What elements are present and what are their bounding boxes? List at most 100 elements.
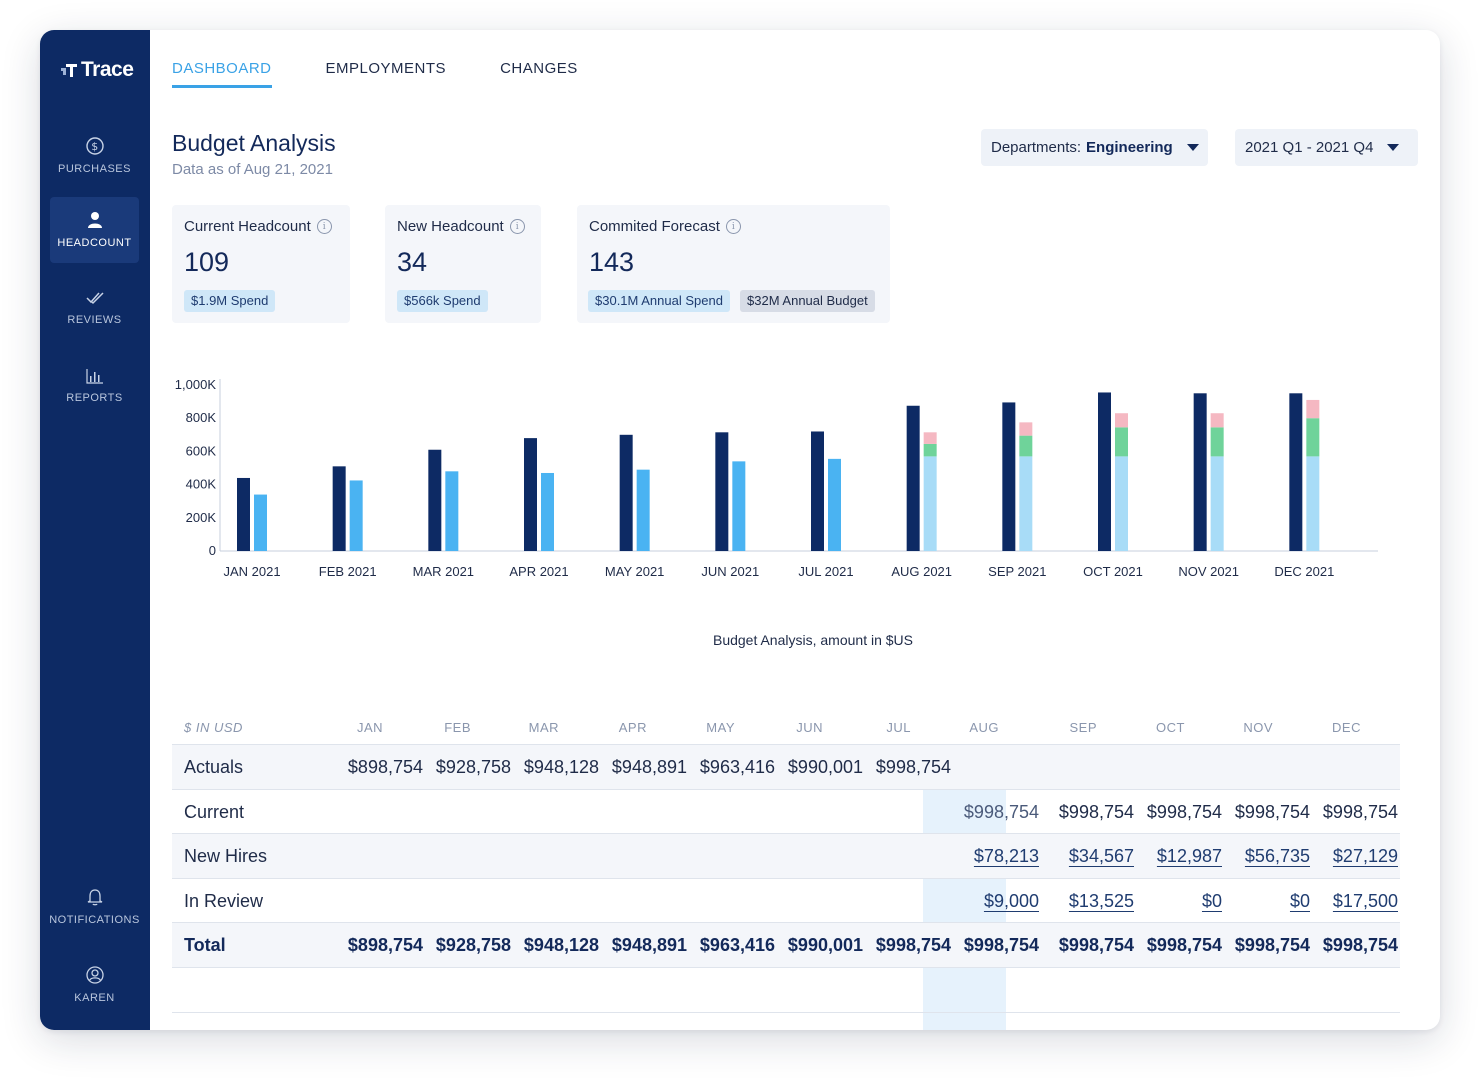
y-tick-label: 800K <box>186 410 217 425</box>
info-icon[interactable]: i <box>725 219 741 234</box>
sidebar-item-label: REVIEWS <box>67 314 122 326</box>
budget-bar <box>1289 393 1303 551</box>
actuals-bar <box>349 480 363 551</box>
tab-changes[interactable]: CHANGES <box>500 60 578 77</box>
user-circle-icon <box>85 966 104 984</box>
table-divider <box>172 1012 1400 1013</box>
page-subtitle: Data as of Aug 21, 2021 <box>172 161 333 178</box>
current-bar <box>1115 456 1128 551</box>
current-bar <box>1210 456 1224 551</box>
page-title: Budget Analysis <box>172 130 336 156</box>
department-dropdown[interactable]: Departments: Engineering <box>981 129 1208 166</box>
amount-cell: $928,758 <box>435 935 511 955</box>
amount-link[interactable]: $27,129 <box>1332 846 1398 866</box>
tab-dashboard[interactable]: DASHBOARD <box>172 60 272 88</box>
in-review-bar <box>1115 413 1128 428</box>
unit-label: $ IN USD <box>184 720 243 735</box>
amount-cell: $998,754 <box>1234 801 1310 822</box>
department-prefix: Departments: <box>991 139 1082 156</box>
amount-link[interactable]: $78,213 <box>973 846 1039 866</box>
sidebar-item-headcount[interactable]: HEADCOUNT <box>50 197 139 263</box>
x-tick-label: JUL 2021 <box>798 564 853 579</box>
actuals-bar <box>445 471 459 551</box>
sidebar-item-profile[interactable]: KAREN <box>50 952 139 1018</box>
actuals-bar <box>828 458 841 551</box>
column-header: DEC <box>1332 720 1361 735</box>
amount-cell: $998,754 <box>875 757 951 777</box>
table-row: Current $998,754 $998,754 $998,754 $998,754 $… <box>172 788 1400 834</box>
sidebar-item-label: NOTIFICATIONS <box>49 914 140 926</box>
amount-link[interactable]: $17,500 <box>1332 890 1398 911</box>
kpi-value: 109 <box>184 247 230 277</box>
sidebar-item-reports[interactable]: REPORTS <box>50 353 139 419</box>
amount-link[interactable]: $34,567 <box>1068 846 1134 866</box>
in-review-bar <box>1306 399 1320 419</box>
column-header: OCT <box>1156 720 1185 735</box>
budget-bar <box>1098 392 1111 551</box>
y-tick-label: 1,000K <box>175 377 217 392</box>
amount-cell: $948,891 <box>611 757 687 777</box>
row-label: Current <box>184 801 245 822</box>
column-header: JUN <box>796 720 823 735</box>
period-value: 2021 Q1 - 2021 Q4 <box>1245 139 1374 156</box>
dollar-circle-icon: $ <box>85 137 104 155</box>
amount-link[interactable]: $9,000 <box>983 890 1039 911</box>
sidebar-item-label: REPORTS <box>66 392 123 404</box>
amount-cell: $998,754 <box>1234 935 1310 955</box>
current-bar <box>1306 456 1320 551</box>
period-dropdown[interactable]: 2021 Q1 - 2021 Q4 <box>1235 129 1418 166</box>
x-tick-label: DEC 2021 <box>1274 564 1334 579</box>
amount-cell: $998,754 <box>1322 935 1398 955</box>
amount-cell: $998,754 <box>1058 935 1134 955</box>
budget-bar <box>524 438 537 551</box>
amount-cell: $948,128 <box>523 935 599 955</box>
kpi-annual-spend-badge: $30.1M Annual Spend <box>588 290 730 312</box>
sidebar-item-notifications[interactable]: NOTIFICATIONS <box>49 874 140 940</box>
budget-bar <box>428 449 442 551</box>
amount-link[interactable]: $13,525 <box>1068 890 1134 911</box>
amount-link[interactable]: $12,987 <box>1156 846 1222 866</box>
in-review-bar <box>1019 422 1033 436</box>
column-header: JUL <box>886 720 911 735</box>
actuals-bar <box>732 461 746 551</box>
kpi-value: 34 <box>397 247 428 277</box>
sidebar-item-purchases[interactable]: $ PURCHASES <box>50 123 139 189</box>
new-hires-bar <box>1115 427 1128 457</box>
row-label: Total <box>184 935 226 955</box>
info-icon[interactable]: i <box>316 219 332 234</box>
info-icon[interactable]: i <box>509 219 525 234</box>
budget-bar <box>619 434 633 551</box>
amount-cell: $990,001 <box>787 757 863 777</box>
amount-cell: $998,754 <box>963 935 1039 955</box>
amount-cell: $898,754 <box>347 935 423 955</box>
sidebar: Trace $ PURCHASES HEADCOUNT REVIEWS <box>40 30 150 1030</box>
current-month-highlight <box>923 744 1006 1030</box>
tab-employments[interactable]: EMPLOYMENTS <box>325 60 447 77</box>
svg-text:$: $ <box>91 140 99 153</box>
kpi-spend-badge: $566k Spend <box>397 290 488 312</box>
table-divider <box>172 967 1400 968</box>
amount-link[interactable]: $0 <box>1201 890 1222 911</box>
app-window: Trace $ PURCHASES HEADCOUNT REVIEWS <box>40 30 1440 1030</box>
new-hires-bar <box>1210 427 1224 457</box>
x-tick-label: JUN 2021 <box>701 564 759 579</box>
kpi-spend-badge: $1.9M Spend <box>184 290 276 312</box>
amount-cell: $998,754 <box>1146 801 1222 822</box>
amount-link[interactable]: $56,735 <box>1244 846 1310 866</box>
amount-cell: $963,416 <box>699 757 775 777</box>
budget-chart: 0 200K 400K 600K 800K 1,000K JAN 2021 FEB 2021 M… <box>175 377 1378 648</box>
sidebar-item-label: HEADCOUNT <box>57 237 132 249</box>
x-tick-label: SEP 2021 <box>988 564 1046 579</box>
y-tick-label: 200K <box>186 510 217 525</box>
app-logo[interactable]: Trace <box>60 58 134 82</box>
kpi-title: Current Headcount <box>184 218 311 235</box>
sidebar-item-reviews[interactable]: REVIEWS <box>50 275 139 341</box>
y-tick-label: 0 <box>209 543 216 558</box>
x-tick-label: JAN 2021 <box>223 564 280 579</box>
chevron-down-icon <box>1387 144 1400 151</box>
amount-link[interactable]: $0 <box>1289 890 1310 911</box>
person-icon <box>87 212 102 228</box>
table-header: $ IN USD JAN FEB MAR APR MAY JUN JUL AUG SEP OCT N… <box>172 720 1400 744</box>
x-tick-label: OCT 2021 <box>1083 564 1143 579</box>
amount-cell: $898,754 <box>347 757 423 777</box>
